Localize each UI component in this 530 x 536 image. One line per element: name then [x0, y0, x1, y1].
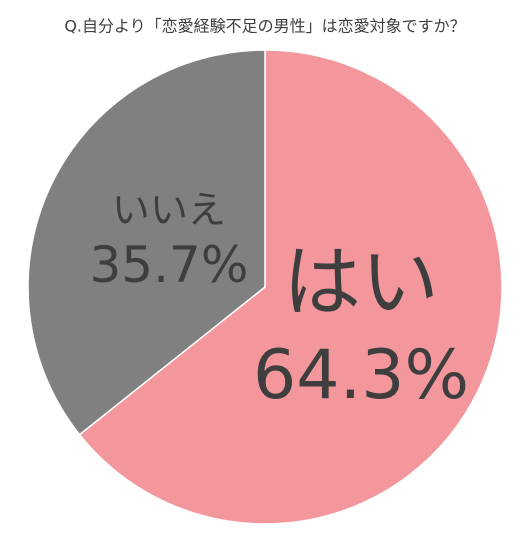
slice-category-label: いいえ: [112, 188, 226, 232]
chart-title: Q.自分より「恋愛経験不足の男性」は恋愛対象ですか？: [64, 17, 465, 36]
slice-value-label: 64.3%: [253, 336, 469, 415]
slice-category-label: はい: [283, 238, 439, 328]
pie-slice: [27, 49, 266, 436]
slice-value-label: 35.7%: [90, 236, 249, 294]
pie-slice: [78, 49, 503, 525]
